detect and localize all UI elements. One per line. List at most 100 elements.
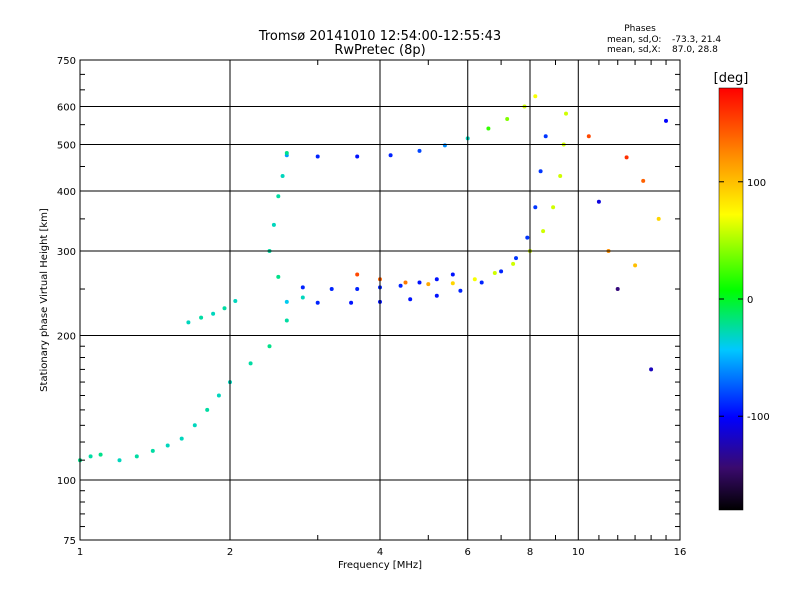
- scatter-point: [641, 178, 646, 183]
- scatter-point: [280, 174, 285, 178]
- scatter-point: [300, 285, 305, 290]
- scatter-point: [533, 94, 538, 99]
- phase-stats-o-label: mean, sd,O:: [607, 35, 661, 45]
- scatter-point: [248, 361, 253, 366]
- scatter-point: [388, 153, 393, 158]
- scatter-point: [486, 126, 491, 131]
- scatter-point: [329, 287, 334, 291]
- scatter-point: [98, 452, 103, 457]
- scatter-point: [633, 263, 638, 268]
- scatter-point: [511, 261, 516, 266]
- colorbar-tick-label: -100: [747, 412, 770, 423]
- scatter-point: [300, 295, 305, 300]
- scatter-point: [205, 407, 210, 412]
- grid-layer: [80, 60, 680, 540]
- phase-stats-title: Phases: [624, 24, 656, 34]
- scatter-point: [186, 320, 191, 325]
- scatter-point: [656, 216, 661, 221]
- scatter-point: [355, 154, 360, 159]
- scatter-point: [276, 194, 281, 199]
- colorbar-tick-label: 100: [747, 178, 766, 189]
- phase-stats-x-values: 87.0, 28.8: [672, 45, 718, 55]
- x-tick-label: 10: [572, 547, 585, 558]
- y-tick-label: 75: [63, 536, 76, 547]
- scatter-point: [117, 458, 122, 463]
- scatter-point: [284, 318, 289, 323]
- scatter-point: [505, 117, 510, 121]
- scatter-point: [199, 315, 204, 320]
- scatter-point: [615, 287, 620, 291]
- scatter-point: [315, 300, 320, 305]
- scatter-point: [398, 283, 403, 288]
- scatter-point: [355, 272, 360, 277]
- scatter-point: [211, 311, 216, 316]
- scatter-point: [586, 134, 591, 139]
- scatter-point: [233, 299, 238, 303]
- axis-layer: 1 2 4 6 8 10 16 75 100 200 300 400 500 600 750: [57, 56, 686, 558]
- colorbar-tick-label: 0: [747, 295, 753, 306]
- scatter-point: [222, 306, 227, 311]
- scatter-point: [664, 118, 668, 123]
- scatter-point: [267, 344, 272, 349]
- chart-title: Tromsø 20141010 12:54:00-12:55:43: [258, 29, 501, 44]
- scatter-point: [551, 205, 556, 210]
- x-tick-label: 16: [674, 547, 687, 558]
- scatter-point: [408, 297, 413, 302]
- x-axis-label: Frequency [MHz]: [338, 560, 422, 571]
- phase-stats-x-label: mean, sd,X:: [607, 45, 661, 55]
- x-tick-label: 2: [227, 547, 233, 558]
- scatter-point: [450, 272, 455, 277]
- scatter-point: [492, 271, 497, 275]
- scatter-point: [417, 148, 422, 153]
- y-tick-label: 200: [57, 332, 76, 343]
- scatter-point: [426, 282, 431, 287]
- y-tick-label: 600: [57, 103, 76, 114]
- y-tick-label: 300: [57, 247, 76, 258]
- scatter-point: [450, 281, 455, 286]
- scatter-point: [150, 448, 155, 453]
- scatter-point: [596, 199, 601, 204]
- scatter-point: [276, 274, 281, 279]
- scatter-point: [434, 293, 439, 298]
- scatter-layer: [78, 94, 668, 463]
- scatter-point: [479, 280, 484, 285]
- x-tick-label: 1: [77, 547, 83, 558]
- scatter-point: [472, 277, 477, 282]
- y-tick-label: 400: [57, 187, 76, 198]
- scatter-point: [355, 287, 360, 291]
- colorbar-label: [deg]: [714, 71, 749, 86]
- y-axis-label: Stationary phase Virtual Height [km]: [39, 208, 50, 392]
- plot-frame: [79, 59, 681, 541]
- y-tick-label: 100: [57, 476, 76, 487]
- scatter-point: [458, 288, 463, 293]
- scatter-point: [533, 205, 538, 210]
- scatter-point: [649, 367, 654, 372]
- scatter-point: [315, 154, 320, 159]
- scatter-point: [284, 299, 289, 304]
- scatter-point: [216, 393, 221, 398]
- scatter-point: [564, 111, 568, 116]
- scatter-point: [349, 300, 354, 305]
- chart-subtitle: RwPretec (8p): [334, 43, 425, 58]
- scatter-point: [271, 222, 276, 227]
- colorbar-ticks: 100 0 -100: [719, 178, 770, 423]
- x-tick-label: 8: [527, 547, 533, 558]
- x-tick-label: 4: [377, 547, 383, 558]
- scatter-point: [624, 155, 629, 160]
- scatter-point: [284, 151, 289, 155]
- scatter-point: [88, 454, 93, 459]
- scatter-point: [192, 423, 197, 428]
- scatter-point: [514, 256, 518, 261]
- scatter-point: [558, 174, 563, 178]
- phase-stats-o-values: -73.3, 21.4: [672, 35, 721, 45]
- scatter-point: [403, 280, 408, 285]
- scatter-point: [434, 277, 439, 282]
- scatter-point: [165, 443, 170, 448]
- y-tick-label: 500: [57, 141, 76, 152]
- scatter-point: [134, 454, 139, 459]
- scatter-point: [525, 235, 530, 240]
- x-tick-label: 6: [465, 547, 471, 558]
- scatter-point: [417, 280, 422, 285]
- scatter-point: [538, 169, 543, 174]
